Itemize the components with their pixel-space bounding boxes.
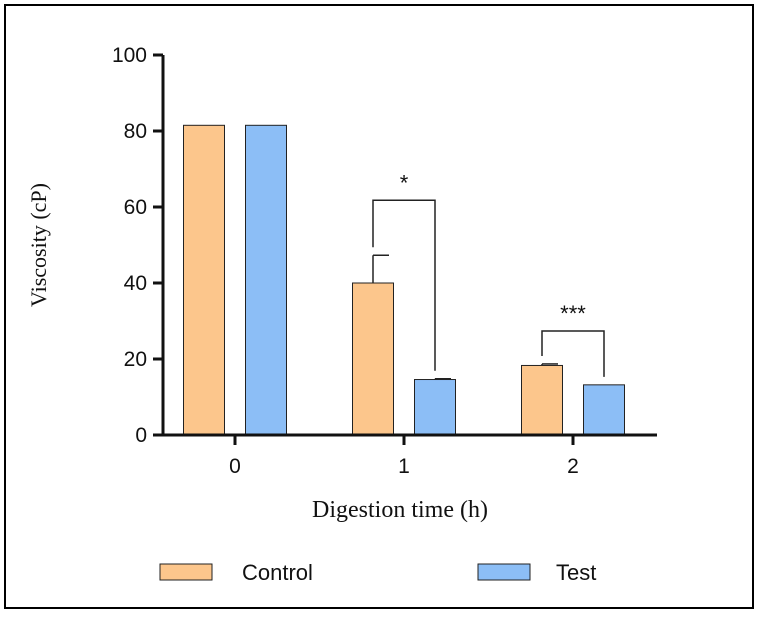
x-tick-label-2: 2	[567, 455, 579, 478]
significance-bracket-1	[372, 199, 436, 371]
y-axis-title: Viscosity (cP)	[26, 183, 51, 307]
x-axis-title: Digestion time (h)	[312, 497, 488, 523]
bar-control-0	[183, 124, 225, 436]
significance-label-1: *	[400, 170, 409, 195]
legend-label-test: Test	[556, 560, 596, 585]
legend-swatch-test	[477, 563, 531, 581]
y-tick-label-80: 80	[124, 120, 147, 143]
y-tick-label-100: 100	[112, 44, 147, 67]
y-tick-label-0: 0	[135, 424, 147, 447]
y-tick-label-60: 60	[124, 196, 147, 219]
bar-test-1	[414, 379, 456, 436]
x-tick-label-0: 0	[229, 455, 241, 478]
bar-test-0	[245, 124, 287, 436]
bar-test-2	[583, 384, 625, 436]
y-tick-label-20: 20	[124, 348, 147, 371]
bar-control-2	[521, 364, 563, 436]
bar-control-1	[352, 282, 394, 436]
x-tick-label-1: 1	[398, 455, 410, 478]
legend: Control Test	[159, 560, 596, 585]
significance-label-2: ***	[560, 301, 586, 326]
legend-label-control: Control	[242, 560, 313, 585]
y-tick-label-40: 40	[124, 272, 147, 295]
legend-swatch-control	[159, 563, 213, 581]
significance-bracket-2	[541, 330, 605, 377]
